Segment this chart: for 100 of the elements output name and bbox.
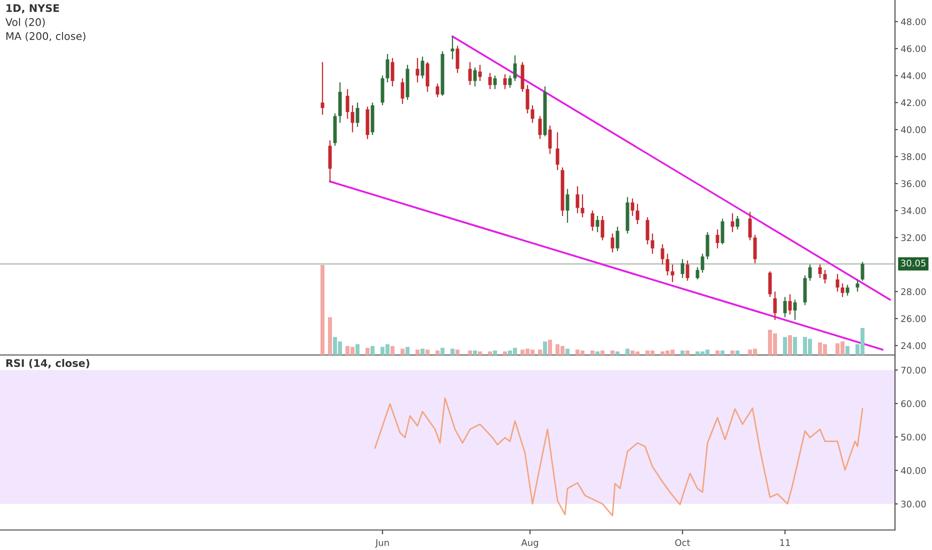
annotation: Vol (20) <box>5 18 45 28</box>
y-tick-label: 30.00 <box>901 500 926 508</box>
y-tick-label: 60.00 <box>901 400 926 408</box>
candlestick <box>610 232 614 253</box>
candlestick <box>660 244 664 266</box>
y-tick-label: 34.00 <box>901 207 926 214</box>
candlestick <box>748 211 752 241</box>
candlestick <box>636 203 640 225</box>
x-tick-label: Aug <box>521 539 538 548</box>
candlestick <box>860 261 864 282</box>
bar <box>686 350 690 355</box>
y-tick-label: 44.00 <box>900 72 926 80</box>
candlestick <box>788 294 792 316</box>
bar <box>590 350 594 355</box>
x-tick-label: Oct <box>675 539 690 546</box>
candlestick <box>846 284 850 296</box>
y-tick-label: 24.00 <box>901 342 926 350</box>
x-tick-label: Jun <box>374 539 389 548</box>
annotation: MA (200, close) <box>6 32 86 42</box>
candlestick <box>600 215 604 241</box>
candlestick <box>530 104 534 124</box>
candlestick <box>773 291 777 320</box>
bar <box>406 346 410 355</box>
y-tick-label: 50.00 <box>901 434 926 441</box>
bar <box>426 350 430 355</box>
candlestick <box>580 194 584 218</box>
candlestick <box>513 54 517 82</box>
y-tick-label: 38.00 <box>901 153 926 160</box>
y-tick-label: 26.00 <box>901 315 926 322</box>
candlestick <box>473 66 477 87</box>
candlestick <box>436 83 440 98</box>
bar <box>493 350 497 355</box>
candlestick <box>350 104 354 133</box>
candlestick <box>346 88 350 120</box>
candlestick <box>526 84 530 114</box>
bar <box>716 350 720 355</box>
bar <box>783 337 787 355</box>
candlestick <box>508 75 512 88</box>
candlestick <box>538 116 542 140</box>
candlestick <box>650 232 654 254</box>
candlestick <box>356 102 360 128</box>
bar <box>468 350 472 355</box>
bar <box>788 335 792 355</box>
bar <box>440 348 444 355</box>
bar <box>488 351 492 355</box>
bar <box>366 348 370 355</box>
y-tick-label: 36.00 <box>901 180 926 188</box>
bar <box>328 317 332 355</box>
ref-line-label: 30.05 <box>901 260 926 267</box>
candlestick <box>450 36 454 60</box>
bar <box>566 348 570 355</box>
candlestick <box>700 253 704 274</box>
bar <box>680 350 684 355</box>
x-tick-label: 11 <box>780 539 790 546</box>
candlestick <box>576 186 580 214</box>
bar <box>503 351 507 355</box>
bar <box>720 350 724 355</box>
candlestick <box>548 124 552 154</box>
bar <box>616 351 620 355</box>
bar <box>416 350 420 355</box>
candlestick <box>736 215 740 230</box>
bar <box>596 351 600 355</box>
bar <box>436 350 440 355</box>
bar <box>793 337 797 355</box>
y-tick-label: 32.00 <box>901 234 926 242</box>
candlestick <box>680 258 684 279</box>
candlestick <box>456 45 460 74</box>
candlestick <box>720 218 724 245</box>
candlestick <box>493 75 497 90</box>
bar <box>420 348 424 355</box>
candlestick <box>823 269 827 284</box>
bar <box>626 348 630 355</box>
bar <box>548 340 552 355</box>
bar <box>370 346 374 355</box>
y-tick-label: 46.00 <box>900 45 926 52</box>
candlestick <box>503 74 507 90</box>
bar <box>846 346 850 355</box>
candlestick <box>686 260 690 282</box>
candlestick <box>836 273 840 292</box>
candlestick <box>320 62 324 116</box>
y-tick-label: 48.00 <box>900 18 926 26</box>
candlestick <box>556 132 560 171</box>
bar <box>390 346 394 355</box>
bar <box>600 350 604 355</box>
candlestick <box>390 57 394 87</box>
chart-title: 1D, NYSE <box>6 4 59 14</box>
bar <box>400 348 404 355</box>
y-tick-label: 70.00 <box>901 366 926 374</box>
candlestick <box>783 296 787 318</box>
candlestick <box>706 232 710 260</box>
bar <box>610 350 614 355</box>
bar <box>543 342 547 355</box>
candlestick <box>386 53 390 83</box>
candlestick <box>478 64 482 82</box>
bar <box>736 350 740 355</box>
chart-title: RSI (14, close) <box>6 358 90 368</box>
bar <box>320 265 324 355</box>
bar <box>450 348 454 355</box>
bar <box>478 351 482 355</box>
candlestick <box>630 198 634 217</box>
